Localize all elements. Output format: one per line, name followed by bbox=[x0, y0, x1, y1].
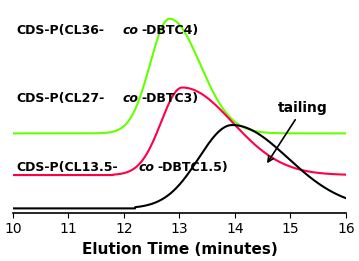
Text: CDS-P(CL36-: CDS-P(CL36- bbox=[17, 24, 105, 37]
Text: -DBTC3): -DBTC3) bbox=[142, 92, 199, 105]
Text: co: co bbox=[122, 92, 139, 105]
Text: CDS-P(CL13.5-: CDS-P(CL13.5- bbox=[17, 161, 118, 174]
X-axis label: Elution Time (minutes): Elution Time (minutes) bbox=[81, 242, 278, 257]
Text: -DBTC4): -DBTC4) bbox=[141, 24, 199, 37]
Text: tailing: tailing bbox=[268, 100, 328, 162]
Text: co: co bbox=[122, 24, 138, 37]
Text: -DBTC1.5): -DBTC1.5) bbox=[158, 161, 228, 174]
Text: CDS-P(CL27-: CDS-P(CL27- bbox=[17, 92, 105, 105]
Text: co: co bbox=[139, 161, 154, 174]
